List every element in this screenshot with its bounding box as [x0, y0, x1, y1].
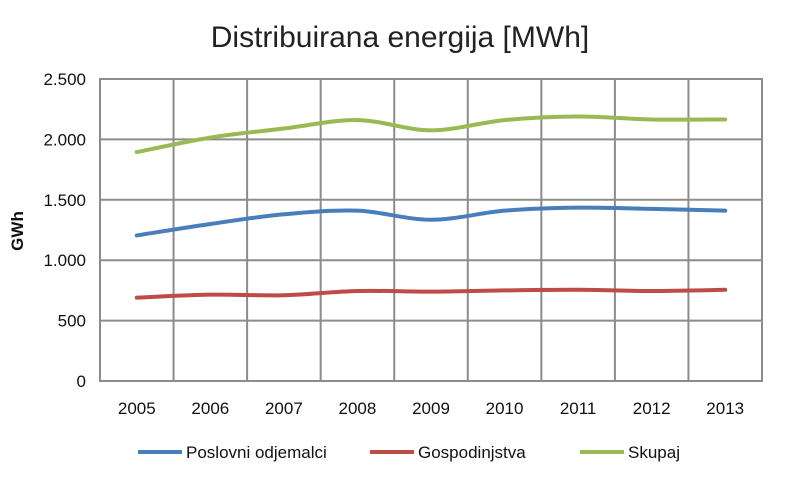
x-tick-label: 2007 — [265, 399, 303, 418]
y-tick-label: 2.500 — [43, 70, 86, 89]
y-axis-label: GWh — [8, 211, 27, 251]
series-line-2 — [134, 287, 728, 300]
y-tick-label: 1.000 — [43, 251, 86, 270]
legend: Poslovni odjemalci Gospodinjstva Skupaj — [138, 443, 680, 462]
series-line-3 — [134, 114, 728, 155]
series — [134, 114, 728, 300]
y-axis-ticks: 0 500 1.000 1.500 2.000 2.500 — [43, 70, 86, 391]
x-axis-ticks: 2005 2006 2007 2008 2009 2010 2011 2012 2013 — [118, 399, 744, 418]
y-tick-label: 0 — [77, 372, 86, 391]
legend-label-2: Gospodinjstva — [418, 443, 526, 462]
x-tick-label: 2011 — [560, 399, 597, 418]
x-tick-label: 2010 — [486, 399, 524, 418]
y-tick-label: 2.000 — [43, 130, 86, 149]
x-tick-label: 2013 — [706, 399, 744, 418]
series-line-1 — [134, 205, 728, 238]
legend-label-3: Skupaj — [628, 443, 680, 462]
x-tick-label: 2012 — [633, 399, 671, 418]
y-tick-label: 500 — [58, 312, 86, 331]
plot-frame — [99, 78, 763, 382]
y-tick-label: 1.500 — [43, 191, 86, 210]
grid — [99, 78, 763, 382]
x-tick-label: 2006 — [191, 399, 229, 418]
x-tick-label: 2008 — [339, 399, 377, 418]
x-tick-label: 2005 — [118, 399, 156, 418]
x-tick-label: 2009 — [412, 399, 450, 418]
chart-title: Distribuirana energija [MWh] — [211, 21, 589, 54]
legend-label-1: Poslovni odjemalci — [186, 443, 327, 462]
